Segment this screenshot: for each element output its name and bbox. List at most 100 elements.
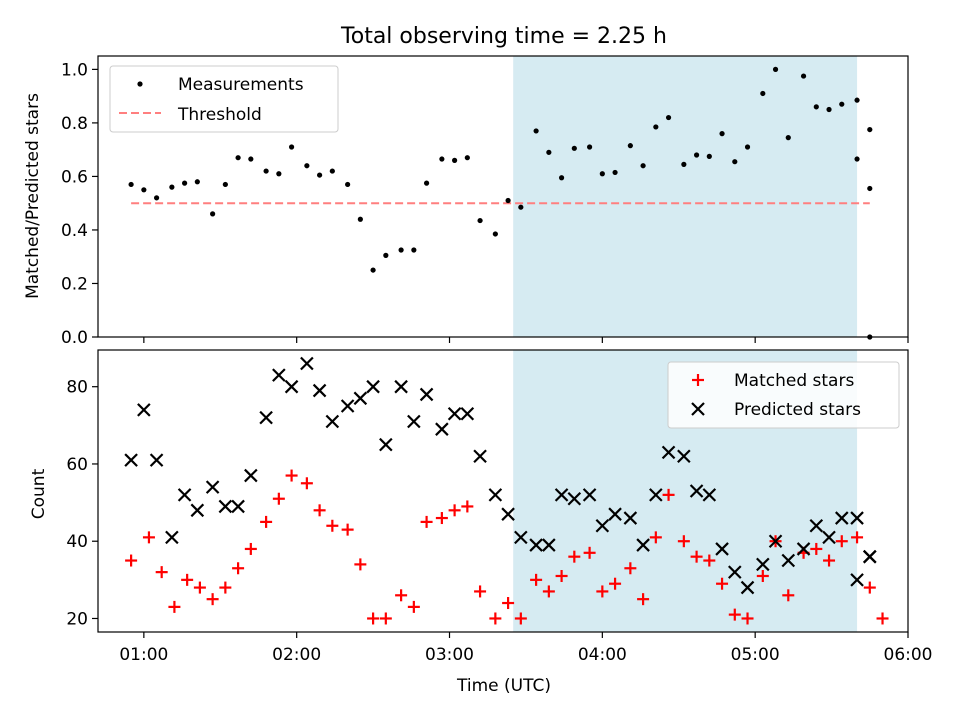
- predicted-star-point: [595, 518, 610, 533]
- measurement-point: [546, 149, 552, 155]
- ratio-y-axis: 0.0 0.2 0.4 0.6 0.8 1.0: [61, 60, 98, 348]
- legend-matched-label: Matched stars: [734, 371, 854, 391]
- ratio-legend: Measurements Threshold: [109, 65, 339, 133]
- ratio-legend-box: [109, 65, 339, 133]
- measurement-point: [665, 114, 672, 121]
- measurement-point: [785, 135, 791, 141]
- matched-star-point: [677, 535, 690, 548]
- predicted-star-point: [165, 530, 179, 545]
- matched-star-point: [703, 554, 716, 567]
- predicted-star-point: [822, 530, 836, 545]
- predicted-star-point: [473, 449, 487, 464]
- matched-star-point: [555, 569, 568, 582]
- predicted-star-point: [756, 557, 770, 572]
- matched-star-point: [206, 593, 219, 606]
- predicted-star-point: [419, 387, 434, 402]
- measurement-point: [423, 180, 430, 186]
- matched-star-point: [435, 512, 448, 525]
- measurement-point: [383, 252, 389, 258]
- matched-star-point: [782, 589, 795, 602]
- predicted-star-point: [809, 518, 824, 533]
- measurement-point: [182, 180, 188, 186]
- matched-star-point: [341, 523, 354, 536]
- chart-title: Total observing time = 2.25 h: [340, 24, 667, 49]
- predicted-star-point: [379, 437, 393, 452]
- matched-star-point: [568, 550, 581, 563]
- measurement-point: [411, 247, 417, 253]
- measurement-point: [839, 101, 845, 107]
- matched-star-point: [596, 585, 609, 598]
- predicted-star-point: [689, 484, 704, 498]
- matched-star-point: [367, 612, 380, 625]
- predicted-star-point: [447, 406, 462, 421]
- ratio-x-axis-ticks: [143, 337, 909, 343]
- count-y-axis: 20 40 60 80: [66, 378, 98, 629]
- measurement-point: [627, 143, 633, 149]
- measurement-point: [452, 157, 458, 163]
- matched-star-point: [756, 569, 769, 582]
- count-legend-box: [667, 361, 900, 429]
- matched-star-point: [876, 612, 889, 625]
- measurement-point: [826, 106, 832, 113]
- matched-star-point: [474, 585, 487, 598]
- matched-star-point: [728, 608, 741, 621]
- legend-measurements-label: Measurements: [178, 75, 304, 95]
- predicted-star-point: [781, 553, 796, 568]
- predicted-star-point: [177, 488, 192, 502]
- matched-star-point: [407, 600, 420, 613]
- legend-threshold-label: Threshold: [177, 105, 262, 125]
- count-x-axis: 01:00 02:00 03:00 04:00 05:00 06:00: [119, 632, 933, 665]
- measurement-point: [854, 156, 860, 162]
- y-tick-label: 0.0: [61, 328, 88, 348]
- predicted-star-point: [244, 468, 258, 483]
- measurement-point: [370, 267, 376, 273]
- measurement-point: [867, 185, 873, 192]
- predicted-star-point: [796, 542, 811, 556]
- matched-star-point: [514, 612, 527, 625]
- measurement-point: [317, 172, 323, 178]
- measurement-point: [169, 184, 175, 190]
- predicted-star-point: [728, 565, 742, 579]
- matched-star-point: [624, 562, 637, 575]
- predicted-star-point: [542, 538, 556, 552]
- matched-star-point: [662, 488, 675, 501]
- predicted-star-point: [259, 410, 273, 425]
- matched-star-point: [461, 500, 474, 513]
- x-tick-label: 01:00: [119, 645, 168, 665]
- predicted-star-point: [715, 542, 729, 556]
- measurement-point: [288, 144, 295, 150]
- predicted-star-point: [834, 511, 849, 525]
- matched-star-point: [863, 581, 876, 594]
- matched-star-point: [285, 469, 298, 482]
- predicted-star-point: [231, 499, 245, 514]
- measurement-point: [492, 231, 498, 237]
- predicted-star-point: [407, 414, 421, 429]
- predicted-star-point: [514, 530, 528, 545]
- matched-star-point: [489, 612, 502, 625]
- matched-star-point: [542, 585, 555, 598]
- matched-star-point: [502, 597, 515, 610]
- matched-star-point: [420, 515, 433, 528]
- matched-star-point: [530, 573, 543, 586]
- measurement-point: [772, 66, 779, 72]
- ratio-panel-frame: [97, 55, 909, 338]
- predicted-star-point: [435, 422, 449, 436]
- measurement-point: [210, 211, 216, 217]
- matched-star-point: [181, 573, 194, 586]
- predicted-star-point: [488, 488, 503, 502]
- measurement-point: [194, 179, 200, 185]
- y-tick-label: 1.0: [61, 60, 88, 80]
- predicted-star-point: [137, 403, 151, 417]
- matched-star-point: [741, 612, 754, 625]
- matched-star-point: [142, 531, 155, 544]
- predicted-star-point: [124, 453, 138, 467]
- predicted-star-point: [582, 488, 597, 502]
- count-marks: [124, 356, 889, 625]
- measurement-point: [854, 97, 860, 103]
- measurement-point: [612, 169, 618, 176]
- y-tick-label: 0.8: [61, 114, 88, 134]
- y-tick-label: 20: [66, 609, 88, 629]
- count-panel-frame: [97, 349, 909, 633]
- y-tick-label: 40: [66, 532, 88, 552]
